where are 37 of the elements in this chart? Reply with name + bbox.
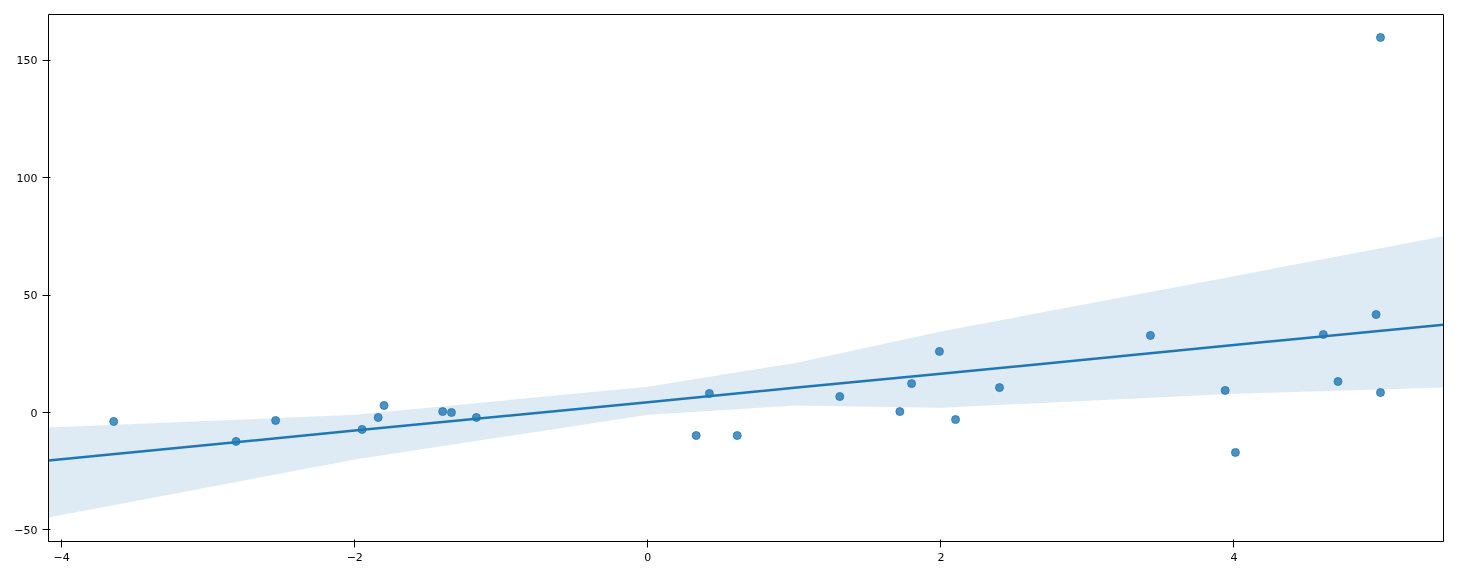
point bbox=[951, 415, 961, 425]
point bbox=[1220, 385, 1230, 395]
point bbox=[231, 436, 241, 446]
point bbox=[271, 416, 281, 425]
point bbox=[446, 408, 456, 417]
line-series bbox=[48, 323, 1444, 462]
x-tick-label: 2 bbox=[937, 550, 945, 564]
point bbox=[934, 346, 944, 356]
y-tick-label: 0 bbox=[30, 406, 38, 420]
point bbox=[1375, 33, 1385, 43]
point bbox=[995, 383, 1004, 393]
point bbox=[691, 431, 701, 441]
point bbox=[373, 412, 383, 422]
y-tick-label: 50 bbox=[23, 289, 38, 303]
point bbox=[357, 424, 367, 434]
x-tick-label: 4 bbox=[1230, 550, 1238, 564]
y-tick-label: 150 bbox=[16, 54, 38, 68]
point bbox=[732, 431, 742, 441]
point bbox=[1371, 310, 1381, 320]
point bbox=[379, 400, 389, 410]
point bbox=[1375, 388, 1385, 398]
point bbox=[109, 416, 119, 426]
x-tick-label: −2 bbox=[346, 550, 363, 564]
point bbox=[1230, 447, 1240, 457]
point bbox=[438, 407, 448, 417]
x-tick-label: 0 bbox=[644, 550, 652, 564]
y-tick-label: 100 bbox=[16, 171, 38, 185]
point bbox=[704, 388, 714, 398]
point bbox=[1145, 330, 1155, 340]
point bbox=[907, 379, 917, 389]
point bbox=[1333, 377, 1343, 386]
point bbox=[1318, 330, 1328, 339]
point bbox=[895, 407, 905, 417]
y-tick-label: −50 bbox=[14, 523, 38, 537]
point bbox=[471, 412, 481, 422]
point bbox=[835, 392, 845, 402]
x-tick-label: −4 bbox=[53, 550, 70, 564]
